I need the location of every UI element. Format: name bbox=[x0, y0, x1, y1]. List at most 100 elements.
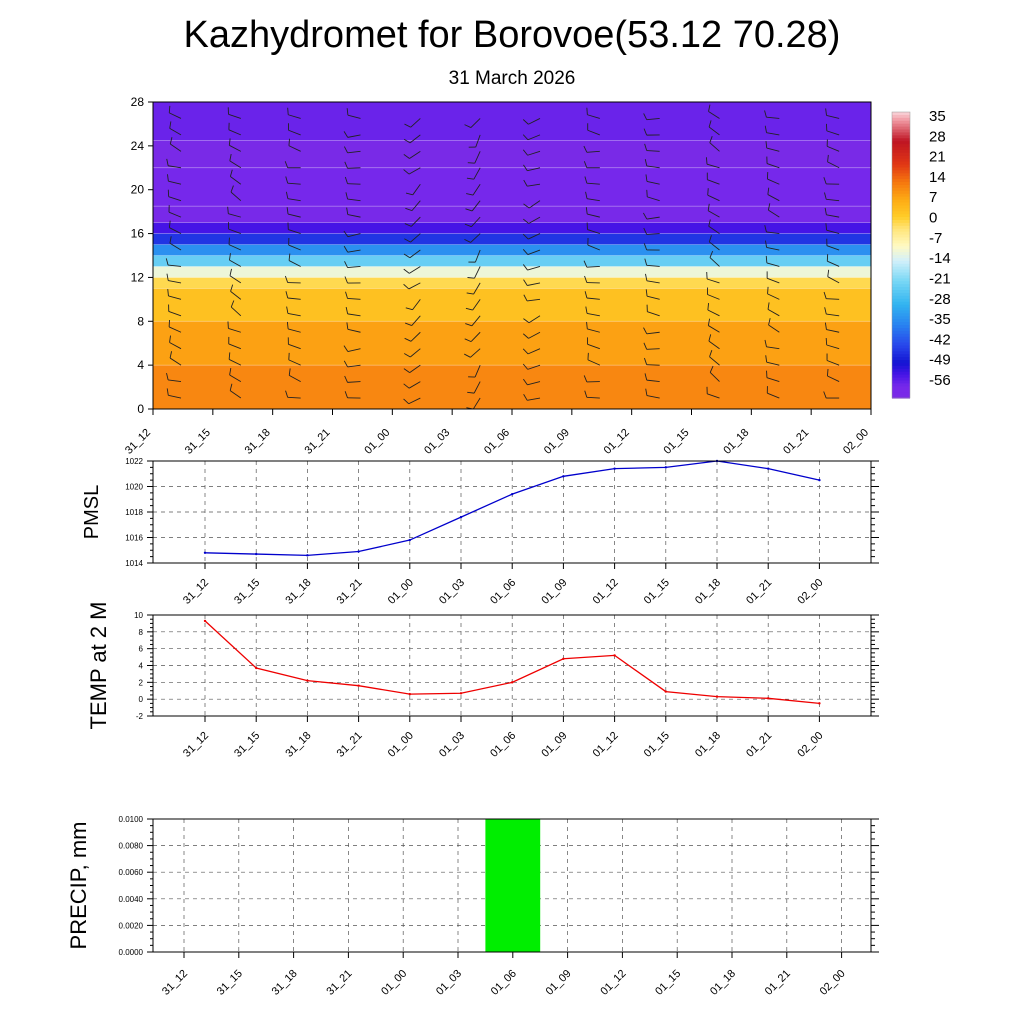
wind-barb-flag bbox=[285, 390, 289, 398]
colorbar-swatch bbox=[892, 199, 910, 204]
wind-barb bbox=[587, 129, 600, 136]
wind-barb bbox=[767, 194, 780, 202]
wind-barb-flag bbox=[767, 286, 769, 294]
colorbar-swatch bbox=[892, 360, 910, 364]
x-tick-label: 31_15 bbox=[183, 427, 213, 457]
wind-barb-flag bbox=[823, 391, 827, 399]
data-point bbox=[203, 619, 207, 623]
colorbar-swatch bbox=[892, 351, 910, 355]
x-tick-label: 01_06 bbox=[482, 427, 512, 457]
wind-barb bbox=[826, 313, 840, 317]
wind-barb-flag bbox=[826, 368, 829, 377]
temperature-band bbox=[153, 222, 871, 234]
colorbar-label: -56 bbox=[929, 372, 951, 389]
wind-barb-flag bbox=[230, 185, 234, 193]
wind-barb bbox=[409, 364, 421, 373]
wind-barb-flag bbox=[288, 253, 291, 261]
wind-barb-flag bbox=[345, 291, 348, 299]
wind-barb-flag bbox=[707, 188, 709, 196]
wind-barb-flag bbox=[464, 223, 472, 228]
colorbar-label: -7 bbox=[929, 230, 942, 247]
wind-barb bbox=[230, 306, 242, 317]
wind-barb bbox=[287, 297, 301, 300]
wind-barb bbox=[288, 114, 301, 119]
colorbar-swatch bbox=[892, 307, 910, 312]
wind-barb-flag bbox=[228, 352, 231, 360]
wind-barb bbox=[528, 315, 541, 324]
wind-barb-flag bbox=[403, 138, 411, 144]
colorbar-swatch bbox=[892, 190, 910, 195]
colorbar-swatch bbox=[892, 117, 910, 122]
wind-barb bbox=[826, 214, 840, 218]
wind-barb bbox=[169, 128, 182, 136]
colorbar-swatch bbox=[892, 301, 910, 306]
wind-barb bbox=[168, 196, 182, 202]
x-tick-label: 01_00 bbox=[386, 730, 416, 760]
x-tick-label: 31_18 bbox=[270, 968, 300, 998]
colorbar-swatch bbox=[892, 272, 910, 277]
wind-barb bbox=[527, 183, 541, 187]
wind-barb bbox=[646, 264, 660, 267]
wind-barb bbox=[826, 245, 840, 251]
y-tick-label: 1018 bbox=[125, 508, 143, 517]
temperature-band bbox=[153, 266, 871, 278]
wind-barb bbox=[347, 266, 361, 269]
wind-barb-flag bbox=[522, 363, 529, 370]
wind-barb bbox=[408, 167, 421, 175]
wind-barb-flag bbox=[584, 275, 588, 283]
wind-barb bbox=[410, 233, 421, 243]
x-tick-label: 02_00 bbox=[841, 427, 871, 457]
x-tick-label: 01_03 bbox=[434, 968, 464, 998]
wind-barb-flag bbox=[709, 250, 714, 258]
wind-barb-flag bbox=[230, 300, 235, 308]
wind-barb-flag bbox=[343, 131, 349, 138]
wind-barb bbox=[586, 150, 600, 153]
x-tick-label: 01_15 bbox=[642, 577, 672, 607]
temperature-band bbox=[153, 102, 871, 141]
wind-barb bbox=[168, 394, 182, 399]
wind-barb-flag bbox=[825, 108, 827, 116]
wind-barb bbox=[528, 118, 541, 125]
wind-barb bbox=[288, 244, 301, 251]
wind-barb-flag bbox=[522, 249, 529, 255]
wind-barb-flag bbox=[583, 260, 588, 268]
wind-barb bbox=[408, 397, 421, 405]
wind-barb bbox=[586, 182, 600, 185]
wind-barb-flag bbox=[403, 154, 410, 159]
temperature-band bbox=[153, 140, 871, 168]
wind-barb-flag bbox=[643, 128, 648, 136]
x-tick-label: 01_21 bbox=[781, 427, 811, 457]
wind-barb bbox=[707, 210, 720, 218]
colorbar-swatch bbox=[892, 126, 910, 131]
wind-barb bbox=[230, 191, 242, 202]
colorbar-swatch bbox=[892, 149, 910, 154]
wind-barb-flag bbox=[523, 318, 530, 324]
wind-barb-flag bbox=[403, 283, 410, 290]
wind-barb bbox=[527, 381, 541, 386]
y-tick-label: 1014 bbox=[125, 559, 143, 568]
x-tick-label: 01_06 bbox=[488, 730, 518, 760]
wind-barb-flag bbox=[169, 137, 173, 145]
wind-barb-flag bbox=[284, 161, 289, 168]
colorbar-swatch bbox=[892, 362, 910, 367]
colorbar-swatch bbox=[892, 240, 910, 244]
colorbar-swatch bbox=[892, 336, 910, 341]
wind-barb bbox=[527, 266, 541, 271]
wind-barb bbox=[287, 396, 301, 399]
x-tick-label: 02_00 bbox=[795, 730, 825, 760]
wind-barb bbox=[169, 112, 182, 119]
wind-barb-flag bbox=[405, 192, 413, 196]
colorbar-swatch bbox=[892, 284, 910, 288]
wind-barb-flag bbox=[286, 321, 289, 329]
wind-barb-flag bbox=[229, 253, 231, 261]
wind-barb bbox=[527, 282, 541, 286]
wind-barb-flag bbox=[585, 207, 588, 215]
temperature-band bbox=[153, 244, 871, 256]
wind-barb bbox=[766, 262, 780, 267]
wind-barb bbox=[587, 213, 600, 218]
wind-barb bbox=[409, 134, 421, 144]
colorbar-swatch bbox=[892, 135, 910, 139]
wind-barb-flag bbox=[404, 123, 411, 128]
wind-barb bbox=[347, 233, 361, 238]
x-tick-label: 01_00 bbox=[386, 577, 416, 607]
